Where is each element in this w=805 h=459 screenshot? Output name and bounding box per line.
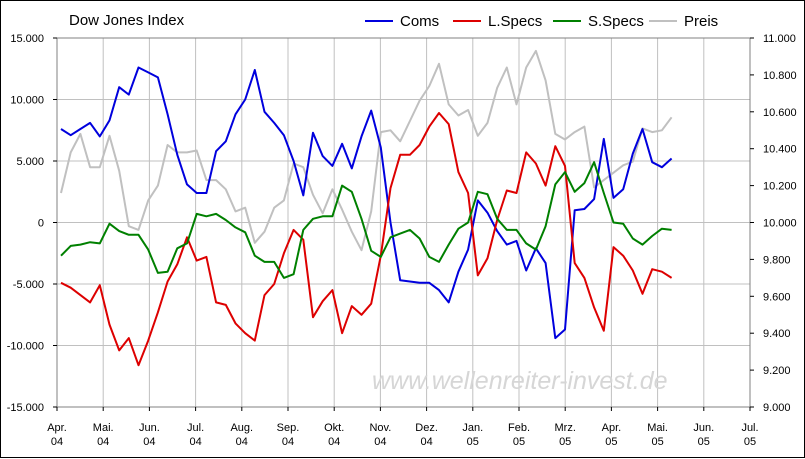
x-tick-label-year: 04 (189, 436, 201, 448)
x-tick-label-year: 05 (513, 436, 525, 448)
chart-title: Dow Jones Index (69, 12, 185, 29)
left-tick-label: 5.000 (16, 156, 44, 168)
x-tick-label-month: Mrz. (555, 422, 576, 434)
right-tick-label: 9.400 (763, 328, 791, 340)
x-tick-label-month: Mai. (93, 422, 114, 434)
series-lines (60, 49, 673, 367)
right-tick-label: 10.000 (763, 218, 797, 230)
right-tick-label: 10.800 (763, 70, 797, 82)
legend-label: S.Specs (588, 13, 644, 30)
right-tick-label: 10.200 (763, 181, 797, 193)
x-tick-label-month: Jul. (741, 422, 758, 434)
x-tick-label-month: Jun. (139, 422, 160, 434)
x-tick-label-month: Jan. (462, 422, 483, 434)
left-tick-label: -10.000 (7, 341, 44, 353)
legend-label: Preis (684, 13, 718, 30)
x-tick-label-year: 05 (467, 436, 479, 448)
left-axis-ticks: 15.000 10.000 5.000 0 -5.000 -10.000 -15.000 (7, 33, 57, 414)
x-tick-label-year: 05 (559, 436, 571, 448)
right-tick-label: 9.600 (763, 291, 791, 303)
x-tick-label-year: 05 (698, 436, 710, 448)
x-tick-label-month: Sep. (277, 422, 300, 434)
x-tick-label-year: 04 (97, 436, 109, 448)
right-tick-label: 10.400 (763, 144, 797, 156)
x-tick-label-month: Nov. (369, 422, 391, 434)
x-tick-label-month: Feb. (508, 422, 530, 434)
series-line-l-specs (60, 112, 673, 367)
x-tick-label-month: Jul. (187, 422, 204, 434)
x-tick-label-year: 04 (236, 436, 248, 448)
watermark-text: www.wellenreiter-invest.de (372, 367, 668, 395)
right-tick-label: 10.600 (763, 107, 797, 119)
x-tick-label-year: 04 (143, 436, 155, 448)
x-tick-label-year: 04 (282, 436, 294, 448)
x-tick-label-year: 05 (651, 436, 663, 448)
x-tick-label-year: 05 (744, 436, 756, 448)
x-tick-label-month: Apr. (47, 422, 67, 434)
x-tick-label-year: 04 (420, 436, 432, 448)
right-tick-label: 9.000 (763, 402, 791, 414)
x-tick-label-month: Mai. (647, 422, 668, 434)
left-tick-label: -15.000 (7, 402, 44, 414)
left-tick-label: -5.000 (13, 279, 44, 291)
left-tick-label: 0 (38, 218, 44, 230)
left-tick-label: 10.000 (10, 95, 44, 107)
x-tick-label-month: Apr. (602, 422, 622, 434)
x-tick-label-month: Dez. (415, 422, 438, 434)
right-axis-ticks: 11.000 10.800 10.600 10.400 10.200 10.000 9.80… (750, 33, 797, 414)
x-axis-ticks: Apr. 04 Mai. 04 Jun. 04 Jul. 04 Aug. 04 Sep. 04 Okt.… (47, 407, 759, 448)
x-tick-label-month: Aug. (230, 422, 253, 434)
series-line-s-specs (60, 161, 672, 279)
x-tick-label-year: 04 (328, 436, 340, 448)
x-tick-label-year: 04 (51, 436, 63, 448)
legend-label: Coms (400, 13, 439, 30)
x-tick-label-month: Okt. (324, 422, 344, 434)
grid-lines (56, 37, 751, 408)
right-tick-label: 9.800 (763, 254, 791, 266)
x-tick-label-month: Jun. (693, 422, 714, 434)
series-line-coms (60, 66, 673, 340)
x-tick-label-year: 05 (605, 436, 617, 448)
legend: Coms L.Specs S.Specs Preis (365, 13, 718, 30)
left-tick-label: 15.000 (10, 33, 44, 45)
right-tick-label: 11.000 (763, 33, 796, 45)
right-tick-label: 9.200 (763, 365, 791, 377)
x-tick-label-year: 04 (374, 436, 386, 448)
legend-label: L.Specs (488, 13, 542, 30)
series-line-preis (60, 49, 673, 252)
